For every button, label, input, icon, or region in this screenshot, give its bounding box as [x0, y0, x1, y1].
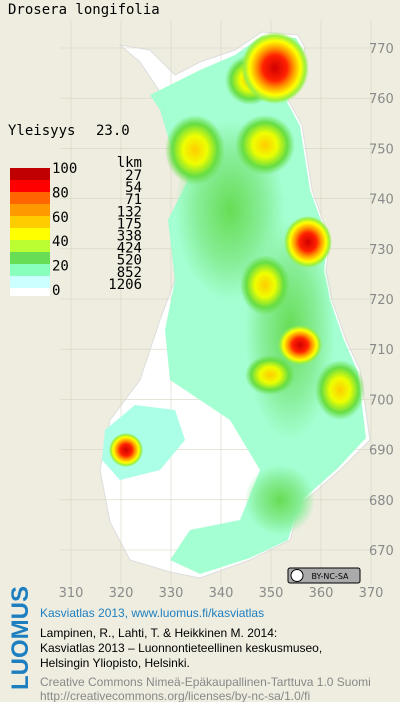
legend-count: 520 — [117, 253, 142, 269]
y-axis-label: 670 — [369, 544, 394, 559]
legend-swatch — [10, 276, 50, 288]
cc-badge — [287, 567, 361, 584]
citation-line: Kasviatlas 2013 – Luonnontieteellinen ke… — [40, 641, 322, 655]
warm-zone — [235, 115, 295, 175]
legend-swatch — [10, 216, 50, 228]
y-axis-label: 740 — [369, 193, 394, 208]
legend-swatch — [10, 168, 50, 180]
frequency-value: 23.0 — [96, 123, 130, 139]
legend-swatch — [10, 240, 50, 252]
y-axis-label: 760 — [369, 92, 394, 107]
license-line: http://creativecommons.org/licenses/by-n… — [40, 689, 310, 702]
x-axis-label: 320 — [109, 586, 134, 601]
legend-count: 54 — [125, 180, 142, 196]
hot-zone — [109, 433, 143, 467]
citation-line: Helsingin Yliopisto, Helsinki. — [40, 656, 190, 670]
y-axis-label: 700 — [369, 393, 394, 408]
x-axis-label: 340 — [209, 586, 234, 601]
legend-scale-label: 0 — [52, 283, 60, 299]
x-axis-label: 310 — [59, 586, 84, 601]
legend-scale-label: 20 — [52, 259, 69, 275]
legend-count: 338 — [117, 229, 142, 245]
legend-scale-label: 60 — [52, 210, 69, 226]
legend-scale-label: 40 — [52, 234, 69, 250]
species-title: Drosera longifolia — [8, 2, 160, 18]
mild-zone — [245, 465, 315, 535]
y-axis-label: 690 — [369, 444, 394, 459]
legend-scale-label: 80 — [52, 185, 69, 201]
legend-swatch — [10, 228, 50, 240]
legend-swatch — [10, 180, 50, 192]
legend-scale-label: 100 — [52, 161, 77, 177]
license-line: Creative Commons Nimeä-Epäkaupallinen-Ta… — [40, 675, 371, 689]
footer-heading: Kasviatlas 2013, www.luomus.fi/kasviatla… — [40, 606, 264, 620]
legend-swatch — [10, 252, 50, 264]
y-axis-label: 730 — [369, 243, 394, 258]
frequency-label: Yleisyys — [8, 123, 75, 139]
y-axis-label: 750 — [369, 142, 394, 157]
hot-zone — [241, 32, 309, 104]
warm-zone — [315, 360, 365, 420]
cc-icon — [290, 569, 304, 582]
legend-swatch — [10, 288, 50, 296]
legend-swatch — [10, 264, 50, 276]
legend-count: 1206 — [108, 277, 142, 293]
legend-count: 424 — [117, 241, 142, 257]
logo: LUOMUS — [7, 586, 34, 690]
warm-zone — [240, 255, 290, 315]
citation-line: Lampinen, R., Lahti, T. & Heikkinen M. 2… — [40, 626, 277, 640]
warm-zone — [165, 115, 225, 185]
x-axis-label: 330 — [159, 586, 184, 601]
y-axis-label: 710 — [369, 343, 394, 358]
x-axis-label: 370 — [359, 586, 384, 601]
legend-count: 175 — [117, 216, 142, 232]
hot-zone — [284, 216, 332, 268]
legend-swatch — [10, 192, 50, 204]
y-axis-label: 680 — [369, 494, 394, 509]
legend-count: 71 — [125, 192, 142, 208]
legend-count: 132 — [117, 204, 142, 220]
legend-count-header: lkm — [117, 155, 142, 171]
hot-zone — [278, 325, 322, 365]
cc-badge-text: BY-NC-SA — [311, 572, 349, 581]
x-axis-label: 350 — [259, 586, 284, 601]
legend: lkm — [10, 155, 142, 296]
warm-zone — [245, 355, 295, 395]
legend-count: 27 — [125, 168, 142, 184]
legend-count: 852 — [117, 265, 142, 281]
x-axis-label: 360 — [309, 586, 334, 601]
legend-swatch — [10, 204, 50, 216]
y-axis-label: 720 — [369, 293, 394, 308]
y-axis-label: 770 — [369, 42, 394, 57]
